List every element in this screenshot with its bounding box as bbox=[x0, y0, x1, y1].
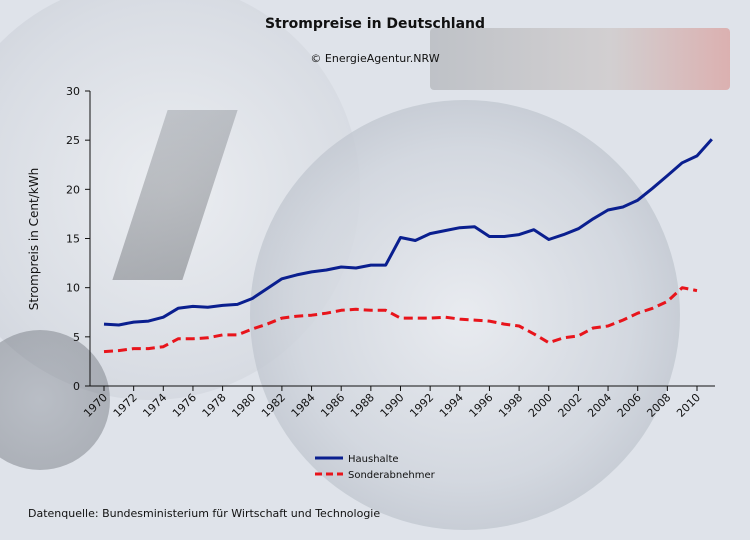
x-tick-label: 1994 bbox=[437, 391, 466, 420]
y-tick-label: 30 bbox=[66, 85, 80, 98]
legend-label-haushalte: Haushalte bbox=[348, 454, 399, 465]
background-dark-disc bbox=[0, 330, 110, 470]
x-tick-label: 1984 bbox=[289, 391, 318, 420]
x-tick-label: 1976 bbox=[170, 391, 199, 420]
chart-axes: 0 5 10 15 20 25 30 1970 1972 1974 1976 1978 1980 1982… bbox=[66, 85, 715, 420]
series-layer bbox=[103, 138, 713, 354]
x-tick-label: 1982 bbox=[259, 391, 288, 420]
x-tick-label: 1992 bbox=[407, 391, 436, 420]
x-tick-label: 2006 bbox=[615, 391, 644, 420]
series-line-haushalte bbox=[103, 138, 713, 327]
x-tick-label: 1998 bbox=[496, 391, 525, 420]
x-tick-label: 2008 bbox=[644, 391, 673, 420]
y-tick-label: 10 bbox=[66, 282, 80, 295]
data-source-note: Datenquelle: Bundesministerium für Wirts… bbox=[28, 507, 381, 520]
x-tick-label: 1974 bbox=[140, 391, 169, 420]
x-tick-label: 1990 bbox=[378, 391, 407, 420]
x-tick-label: 2004 bbox=[585, 391, 614, 420]
chart-legend: Haushalte Sonderabnehmer bbox=[315, 454, 436, 481]
x-tick-label: 1978 bbox=[200, 391, 229, 420]
x-tick-label: 1980 bbox=[229, 391, 258, 420]
x-tick-label: 2000 bbox=[526, 391, 555, 420]
copyright-notice: © EnergieAgentur.NRW bbox=[310, 52, 440, 65]
x-tick-label: 2002 bbox=[556, 391, 585, 420]
x-tick-label: 1996 bbox=[467, 391, 496, 420]
background-counter-display bbox=[430, 28, 730, 90]
chart-title: Strompreise in Deutschland bbox=[264, 16, 486, 32]
x-tick-label: 1972 bbox=[111, 391, 140, 420]
y-tick-label: 5 bbox=[73, 331, 80, 344]
y-tick-label: 0 bbox=[73, 380, 80, 393]
y-axis-label: Strompreis in Cent/kWh bbox=[27, 168, 41, 310]
x-tick-label: 2010 bbox=[674, 391, 703, 420]
series-line-sonderabnehmer bbox=[103, 286, 698, 354]
y-tick-label: 20 bbox=[66, 183, 80, 196]
x-tick-label: 1986 bbox=[318, 391, 347, 420]
y-tick-label: 15 bbox=[66, 233, 80, 246]
legend-label-sonderabnehmer: Sonderabnehmer bbox=[348, 470, 436, 481]
y-tick-label: 25 bbox=[66, 134, 80, 147]
x-tick-label: 1970 bbox=[81, 391, 110, 420]
x-tick-label: 1988 bbox=[348, 391, 377, 420]
